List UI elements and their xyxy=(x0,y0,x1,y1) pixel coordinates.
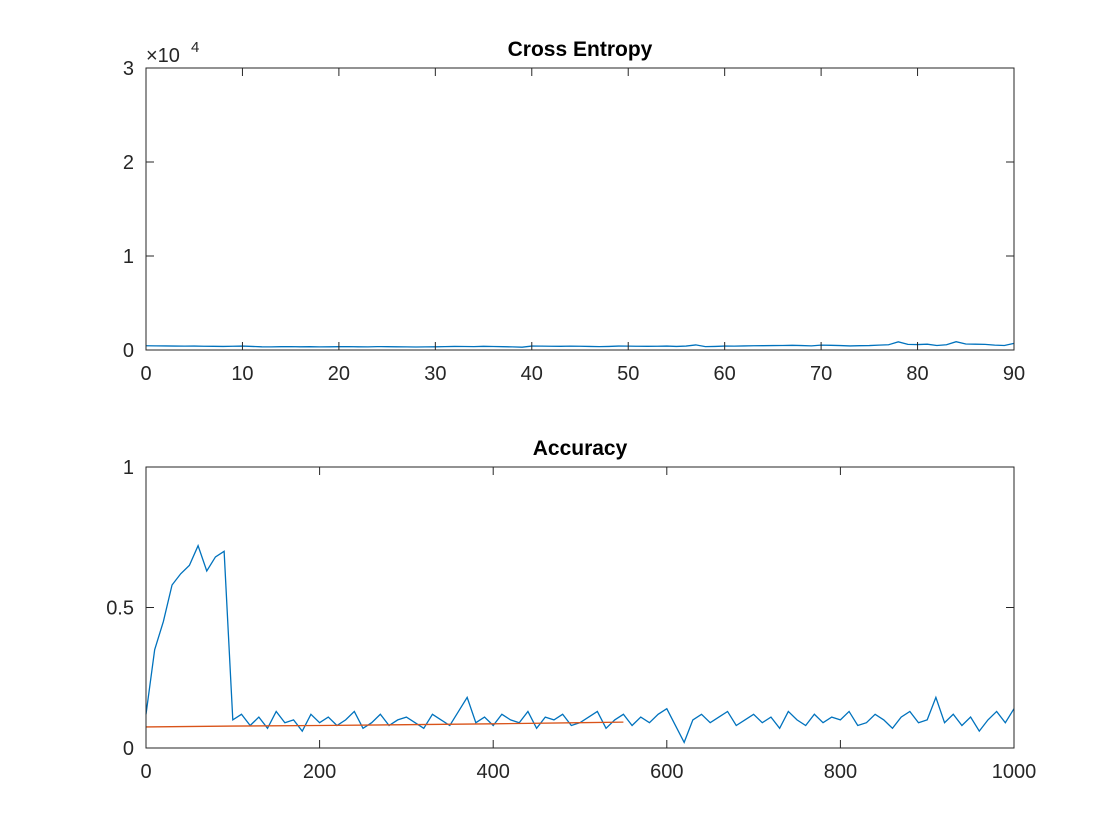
x-tick-label: 80 xyxy=(906,363,928,385)
x-tick-label: 400 xyxy=(477,761,510,783)
x-tick-label: 600 xyxy=(650,761,683,783)
y-exponent-base: ×10 xyxy=(146,45,180,67)
data-line xyxy=(145,341,1015,348)
x-tick-label: 0 xyxy=(140,363,151,385)
x-tick-label: 90 xyxy=(1003,363,1025,385)
x-tick-label: 40 xyxy=(521,363,543,385)
axes-box xyxy=(145,466,1015,749)
x-tick-label: 30 xyxy=(424,363,446,385)
data-line xyxy=(145,543,1015,744)
y-tick-label: 3 xyxy=(123,58,134,80)
y-tick-label: 0.5 xyxy=(106,598,134,620)
x-tick-label: 60 xyxy=(714,363,736,385)
axes-box xyxy=(145,67,1015,351)
y-tick-label: 1 xyxy=(123,457,134,479)
y-tick-label: 0 xyxy=(123,340,134,362)
x-tick-label: 200 xyxy=(303,761,336,783)
y-tick-label: 0 xyxy=(123,738,134,760)
x-tick-label: 70 xyxy=(810,363,832,385)
x-tick-label: 0 xyxy=(140,761,151,783)
x-tick-label: 1000 xyxy=(992,761,1037,783)
x-tick-label: 800 xyxy=(824,761,857,783)
x-tick-label: 20 xyxy=(328,363,350,385)
x-tick-label: 10 xyxy=(231,363,253,385)
y-tick-label: 1 xyxy=(123,246,134,268)
y-exponent: 4 xyxy=(191,39,199,56)
chart-title: Cross Entropy xyxy=(508,38,653,61)
chart-title: Accuracy xyxy=(533,437,628,460)
y-tick-label: 2 xyxy=(123,152,134,174)
data-line xyxy=(145,721,624,728)
x-tick-label: 50 xyxy=(617,363,639,385)
subplot: Accuracy 0 200 400 600 800 1000 0 0.5 1 xyxy=(106,437,1036,783)
subplot: Cross Entropy 0 10 20 30 40 50 60 70 80 90 0 1 2 3 ×10 4 xyxy=(123,38,1025,385)
